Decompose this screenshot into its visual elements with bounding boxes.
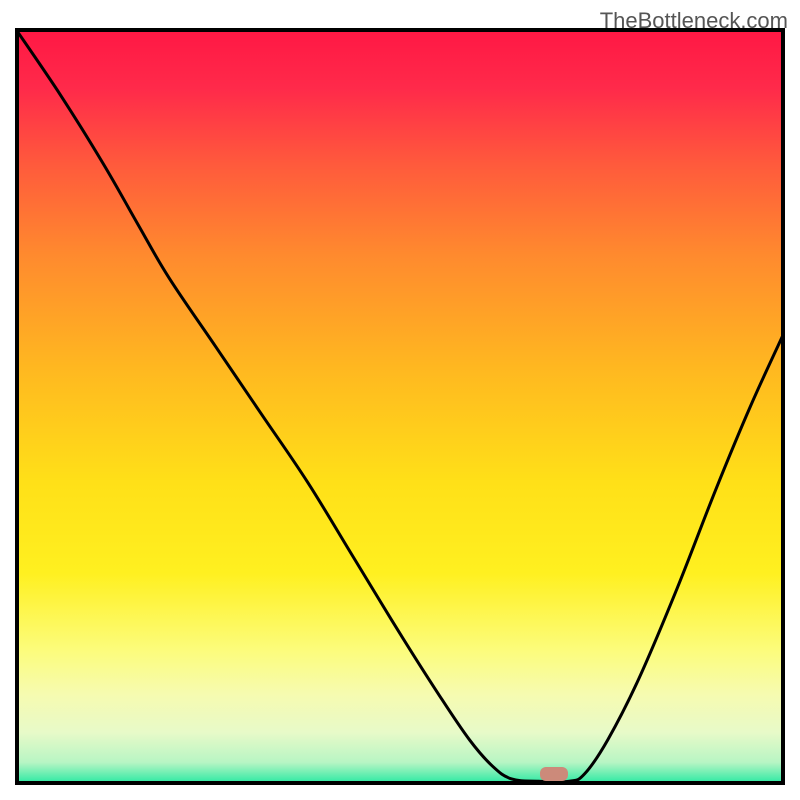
plot-area — [15, 28, 785, 785]
optimal-point-marker — [540, 767, 568, 781]
watermark-text: TheBottleneck.com — [600, 8, 788, 34]
bottleneck-curve — [15, 28, 785, 785]
chart-container: TheBottleneck.com — [0, 0, 800, 800]
